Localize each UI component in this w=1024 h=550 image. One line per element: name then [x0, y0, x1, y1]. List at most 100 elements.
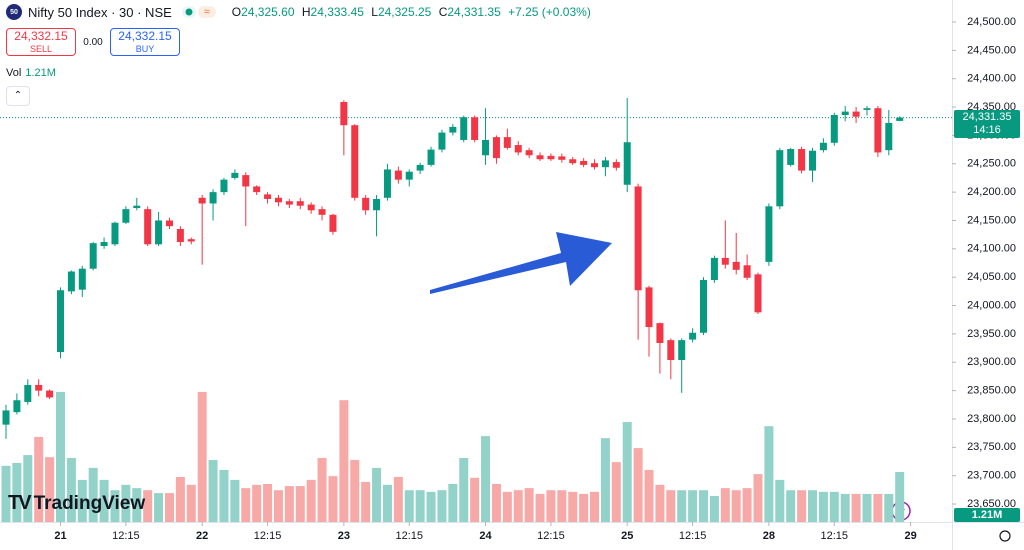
candle-body	[24, 384, 32, 402]
volume-bar	[372, 467, 382, 522]
volume-bar	[764, 426, 774, 522]
volume-bar	[12, 462, 22, 522]
status-chip[interactable]	[181, 6, 196, 18]
x-tick-label: 22	[196, 530, 208, 542]
x-tick-label: 12:15	[679, 530, 707, 542]
last-price-badge: 24,331.35 14:16	[954, 110, 1020, 138]
volume-bar	[666, 490, 676, 522]
candle-body	[678, 340, 686, 360]
volume-bar	[317, 457, 327, 522]
candle-body	[503, 137, 511, 148]
volume-bar	[328, 476, 338, 522]
volume-bar	[818, 491, 828, 522]
c-label: C	[438, 5, 448, 19]
y-tick-label: 24,400.00	[967, 73, 1016, 85]
volume-bar	[742, 488, 752, 522]
volume-bar	[720, 488, 730, 522]
volume-bar	[99, 479, 109, 522]
data-chip[interactable]: ≈	[197, 6, 216, 18]
l-value: 24,325.25	[377, 5, 432, 19]
y-tick-label: 24,150.00	[967, 214, 1016, 226]
symbol[interactable]: Nifty 50 Index · 30 · NSE	[28, 4, 172, 20]
candle-body	[514, 145, 522, 153]
volume-bar	[786, 490, 796, 522]
candles	[2, 97, 904, 439]
volume-bar	[829, 491, 839, 522]
candle-body	[231, 172, 239, 178]
candle-body	[852, 111, 860, 117]
volume-bar	[143, 490, 153, 522]
sell-button[interactable]: 24,332.15 SELL	[6, 28, 76, 56]
x-tick-label: 24	[479, 530, 492, 542]
volume-bar	[45, 457, 55, 522]
volume-bar	[840, 493, 850, 522]
volume-bars	[1, 391, 905, 522]
volume-bar	[66, 457, 76, 522]
volume-bar	[600, 438, 610, 522]
volume-bar	[219, 469, 229, 522]
volume-bar	[1, 465, 11, 522]
y-tick-label: 24,100.00	[967, 243, 1016, 255]
candle-body	[482, 139, 490, 156]
symbol-icon: 50	[6, 4, 22, 20]
volume-bar	[481, 436, 491, 522]
volume-bar	[491, 484, 501, 522]
candle-body	[460, 117, 468, 140]
candle-body	[732, 261, 740, 270]
volume-bar	[241, 488, 251, 522]
volume-bar	[884, 493, 894, 522]
volume-bar	[709, 495, 719, 522]
buy-label: BUY	[135, 44, 155, 54]
candle-body	[612, 162, 620, 168]
candle-body	[863, 108, 871, 110]
arrow-annotation	[430, 232, 612, 294]
last-price-time: 14:16	[973, 124, 1001, 136]
y-tick-label: 23,700.00	[967, 470, 1016, 482]
settings-icon[interactable]	[999, 530, 1011, 542]
last-price: 24,331.35	[962, 111, 1012, 123]
volume-bar	[873, 493, 883, 522]
volume-bar	[382, 484, 392, 522]
volume-bar	[568, 491, 578, 522]
volume-bar	[404, 490, 414, 522]
volume-bar	[579, 493, 589, 522]
l-label: L	[371, 5, 378, 19]
volume-legend: Vol 1.21M	[6, 67, 56, 79]
collapse-button[interactable]: ⌃	[6, 86, 30, 106]
volume-bar	[175, 476, 185, 522]
candle-body	[155, 220, 163, 245]
candle-body	[307, 204, 315, 211]
volume-bar	[197, 391, 207, 522]
x-tick-label: 29	[904, 530, 916, 542]
candle-body	[285, 201, 293, 205]
candle-body	[841, 111, 849, 116]
volume-bar	[132, 488, 142, 522]
y-tick-label: 24,050.00	[967, 271, 1016, 283]
candle-body	[819, 142, 827, 151]
y-tick-label: 23,650.00	[967, 498, 1016, 510]
y-tick-label: 24,000.00	[967, 299, 1016, 311]
spread: 0.00	[83, 36, 103, 48]
y-tick-label: 23,800.00	[967, 413, 1016, 425]
buy-button[interactable]: 24,332.15 BUY	[110, 28, 180, 56]
volume-bar	[295, 486, 305, 522]
candle-body	[253, 186, 261, 193]
candle-body	[383, 169, 391, 198]
y-tick-label: 24,250.00	[967, 158, 1016, 170]
change: +7.25 (+0.03%)	[508, 5, 591, 19]
candle-body	[165, 220, 173, 227]
candle-body	[700, 280, 708, 333]
volume-bar	[775, 479, 785, 522]
volume-bar	[895, 472, 905, 522]
candle-body	[220, 179, 228, 193]
x-tick-label: 21	[54, 530, 66, 542]
candle-body	[198, 197, 206, 204]
candle-body	[67, 271, 75, 292]
candle-body	[13, 400, 21, 413]
candle-body	[536, 155, 544, 160]
y-tick-label: 24,450.00	[967, 44, 1016, 56]
candle-body	[645, 287, 653, 328]
candle-body	[405, 171, 413, 180]
volume-bar	[546, 490, 556, 522]
